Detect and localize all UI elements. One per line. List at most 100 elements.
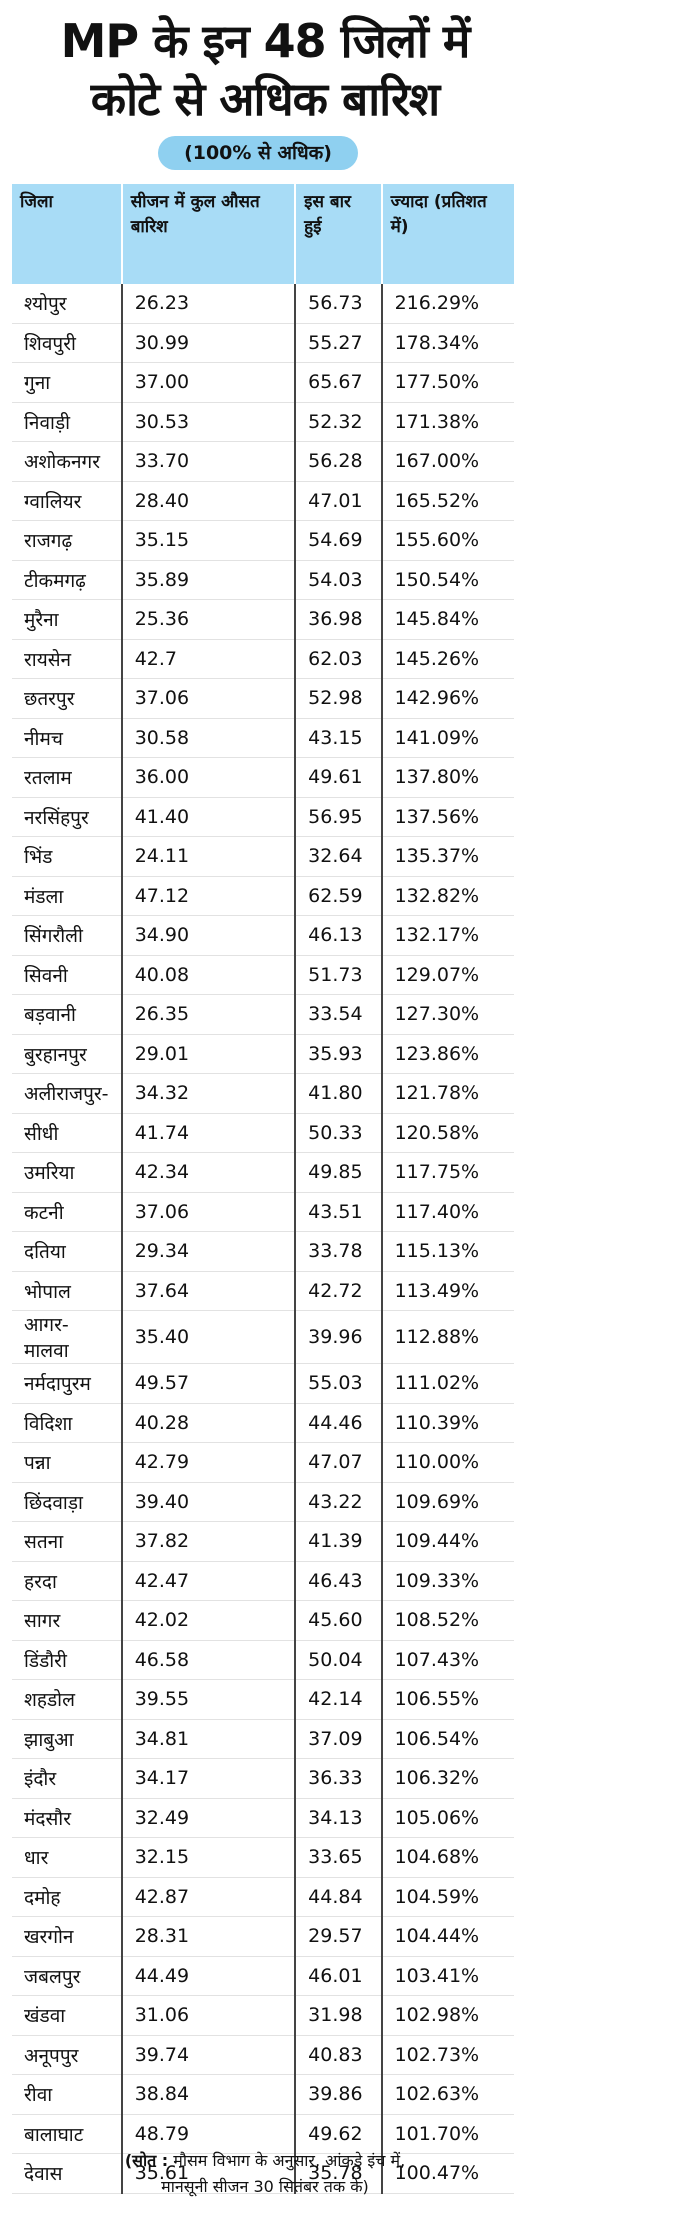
- table-row: दतिया 29.34 33.78 115.13%: [12, 1231, 514, 1272]
- value-cell: 132.82%: [380, 876, 514, 916]
- table-head: जिला सीजन में कुल औसत बारिश इस बार हुई ज्या…: [12, 184, 514, 284]
- table-row: शिवपुरी 30.99 55.27 178.34%: [12, 323, 514, 363]
- value-cell: 44.46: [294, 1403, 382, 1443]
- value-cell: 33.65: [294, 1837, 382, 1878]
- value-cell: 41.74: [120, 1113, 296, 1153]
- value-cell: 47.07: [294, 1442, 382, 1483]
- value-cell: 121.78%: [380, 1073, 514, 1114]
- table-row: राजगढ़ 35.15 54.69 155.60%: [12, 520, 514, 561]
- district-cell: दतिया: [12, 1231, 122, 1272]
- table-row: बड़वानी 26.35 33.54 127.30%: [12, 994, 514, 1035]
- source-line: (सोत : मौसम विभाग के अनुसार, आंकड़े इंच …: [0, 2148, 530, 2174]
- table-row: जबलपुर 44.49 46.01 103.41%: [12, 1956, 514, 1996]
- district-cell: अनूपपुर: [12, 2035, 122, 2075]
- value-cell: 47.01: [294, 481, 382, 521]
- value-cell: 103.41%: [380, 1956, 514, 1996]
- value-cell: 37.82: [120, 1521, 296, 1562]
- table-row: मंदसौर 32.49 34.13 105.06%: [12, 1798, 514, 1838]
- value-cell: 39.40: [120, 1482, 296, 1522]
- table-row: भिंड 24.11 32.64 135.37%: [12, 836, 514, 877]
- value-cell: 44.49: [120, 1956, 296, 1996]
- district-cell: निवाड़ी: [12, 402, 122, 442]
- value-cell: 32.49: [120, 1798, 296, 1838]
- table-row: दमोह 42.87 44.84 104.59%: [12, 1877, 514, 1917]
- table-row: नर्मदापुरम 49.57 55.03 111.02%: [12, 1363, 514, 1404]
- value-cell: 32.64: [294, 836, 382, 877]
- value-cell: 37.09: [294, 1719, 382, 1759]
- district-cell: श्योपुर: [12, 284, 122, 324]
- district-cell: अशोकनगर: [12, 441, 122, 482]
- value-cell: 142.96%: [380, 678, 514, 719]
- value-cell: 35.61: [120, 2153, 296, 2194]
- district-cell: रायसेन: [12, 639, 122, 679]
- table-row: धार 32.15 33.65 104.68%: [12, 1837, 514, 1878]
- district-cell: बुरहानपुर: [12, 1034, 122, 1074]
- table-row: अनूपपुर 39.74 40.83 102.73%: [12, 2035, 514, 2075]
- value-cell: 62.03: [294, 639, 382, 679]
- table-row: विदिशा 40.28 44.46 110.39%: [12, 1403, 514, 1443]
- value-cell: 47.12: [120, 876, 296, 916]
- district-cell: सतना: [12, 1521, 122, 1562]
- district-cell: सागर: [12, 1600, 122, 1641]
- district-cell: खरगोन: [12, 1916, 122, 1957]
- value-cell: 49.61: [294, 757, 382, 798]
- table-row: गुना 37.00 65.67 177.50%: [12, 362, 514, 403]
- district-cell: ग्वालियर: [12, 481, 122, 521]
- table-row: इंदौर 34.17 36.33 106.32%: [12, 1758, 514, 1799]
- value-cell: 29.57: [294, 1916, 382, 1957]
- district-cell: छिंदवाड़ा: [12, 1482, 122, 1522]
- table-body: श्योपुर 26.23 56.73 216.29% शिवपुरी 30.99 55.2…: [12, 284, 514, 2194]
- value-cell: 106.55%: [380, 1679, 514, 1720]
- district-cell: विदिशा: [12, 1403, 122, 1443]
- title-line: MP के इन 48 जिलों में: [60, 14, 471, 68]
- value-cell: 42.02: [120, 1600, 296, 1641]
- district-cell: देवास: [12, 2153, 122, 2194]
- table-row: ग्वालियर 28.40 47.01 165.52%: [12, 481, 514, 521]
- table-row: शहडोल 39.55 42.14 106.55%: [12, 1679, 514, 1720]
- title: MP के इन 48 जिलों में कोटे से अधिक बारिश: [0, 12, 530, 128]
- value-cell: 123.86%: [380, 1034, 514, 1074]
- value-cell: 37.64: [120, 1271, 296, 1311]
- district-cell: इंदौर: [12, 1758, 122, 1799]
- value-cell: 62.59: [294, 876, 382, 916]
- value-cell: 34.90: [120, 915, 296, 956]
- value-cell: 35.40: [120, 1310, 296, 1364]
- column-header: जिला: [12, 184, 122, 284]
- value-cell: 113.49%: [380, 1271, 514, 1311]
- value-cell: 44.84: [294, 1877, 382, 1917]
- value-cell: 50.04: [294, 1640, 382, 1680]
- value-cell: 39.55: [120, 1679, 296, 1720]
- value-cell: 132.17%: [380, 915, 514, 956]
- column-header: सीजन में कुल औसत बारिश: [120, 184, 296, 284]
- district-cell: पन्ना: [12, 1442, 122, 1483]
- value-cell: 42.72: [294, 1271, 382, 1311]
- table-row: झाबुआ 34.81 37.09 106.54%: [12, 1719, 514, 1759]
- value-cell: 35.15: [120, 520, 296, 561]
- district-cell: मंडला: [12, 876, 122, 916]
- table-row: निवाड़ी 30.53 52.32 171.38%: [12, 402, 514, 442]
- value-cell: 49.57: [120, 1363, 296, 1404]
- value-cell: 216.29%: [380, 284, 514, 324]
- value-cell: 104.68%: [380, 1837, 514, 1878]
- table-row: डिंडौरी 46.58 50.04 107.43%: [12, 1640, 514, 1680]
- value-cell: 108.52%: [380, 1600, 514, 1641]
- value-cell: 106.32%: [380, 1758, 514, 1799]
- table-row: बालाघाट 48.79 49.62 101.70%: [12, 2114, 514, 2154]
- value-cell: 42.34: [120, 1152, 296, 1193]
- value-cell: 26.23: [120, 284, 296, 324]
- table-row: अलीराजपुर- 34.32 41.80 121.78%: [12, 1073, 514, 1114]
- value-cell: 55.27: [294, 323, 382, 363]
- value-cell: 32.15: [120, 1837, 296, 1878]
- table-row: छिंदवाड़ा 39.40 43.22 109.69%: [12, 1482, 514, 1522]
- value-cell: 41.40: [120, 797, 296, 837]
- value-cell: 46.13: [294, 915, 382, 956]
- value-cell: 115.13%: [380, 1231, 514, 1272]
- value-cell: 52.32: [294, 402, 382, 442]
- value-cell: 178.34%: [380, 323, 514, 363]
- value-cell: 30.99: [120, 323, 296, 363]
- value-cell: 43.51: [294, 1192, 382, 1232]
- value-cell: 56.95: [294, 797, 382, 837]
- table-row: अशोकनगर 33.70 56.28 167.00%: [12, 441, 514, 482]
- value-cell: 42.14: [294, 1679, 382, 1720]
